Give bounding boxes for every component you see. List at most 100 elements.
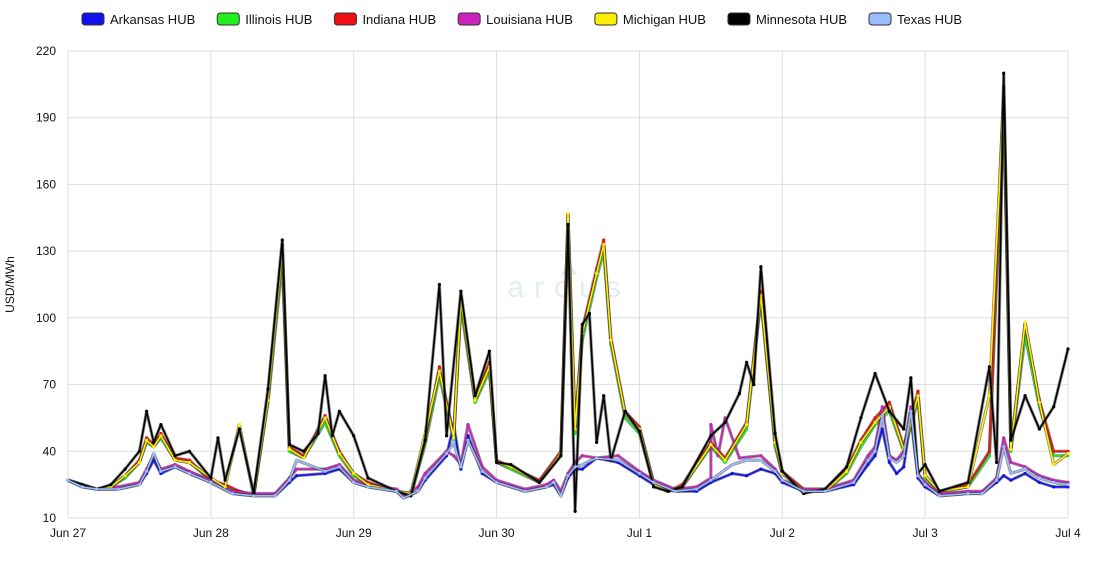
data-point xyxy=(616,454,620,458)
data-point xyxy=(137,483,141,487)
data-point xyxy=(287,447,291,451)
data-point xyxy=(95,487,99,491)
series-line xyxy=(67,72,1069,513)
data-point xyxy=(745,360,749,364)
data-point xyxy=(602,242,606,247)
data-point xyxy=(352,480,356,484)
data-point xyxy=(423,438,427,442)
legend-item-minnesota-hub[interactable]: Minnesota HUB xyxy=(727,12,847,27)
series-texas-hub xyxy=(66,409,1070,500)
legend-label: Michigan HUB xyxy=(623,12,706,27)
data-point xyxy=(423,471,427,476)
data-point xyxy=(137,449,141,453)
data-point xyxy=(159,431,163,436)
data-point xyxy=(302,456,306,460)
data-point xyxy=(709,434,713,438)
data-point xyxy=(923,463,927,467)
data-point xyxy=(873,449,877,453)
data-point xyxy=(873,420,877,424)
legend-swatch xyxy=(868,12,892,26)
legend-item-texas-hub[interactable]: Texas HUB xyxy=(868,12,962,27)
data-point xyxy=(1009,478,1013,482)
data-point xyxy=(752,383,756,387)
x-tick-label: Jun 29 xyxy=(336,526,372,540)
data-point xyxy=(137,460,141,464)
legend-label: Texas HUB xyxy=(897,12,962,27)
data-point xyxy=(637,429,642,433)
data-point xyxy=(145,409,149,413)
data-point xyxy=(159,423,163,427)
data-point xyxy=(852,480,856,484)
data-point xyxy=(152,445,156,449)
data-point xyxy=(109,483,113,487)
legend-item-arkansas-hub[interactable]: Arkansas HUB xyxy=(81,12,195,27)
data-point xyxy=(602,238,606,242)
data-point xyxy=(552,480,556,484)
data-point xyxy=(187,471,191,476)
data-point xyxy=(266,387,270,391)
data-point xyxy=(559,494,563,498)
data-point xyxy=(187,449,191,453)
data-point xyxy=(595,456,599,460)
data-point xyxy=(366,485,370,489)
legend-item-michigan-hub[interactable]: Michigan HUB xyxy=(594,12,706,27)
legend-swatch xyxy=(333,12,357,26)
legend-item-louisiana-hub[interactable]: Louisiana HUB xyxy=(457,12,573,27)
data-point xyxy=(695,487,699,491)
data-point xyxy=(966,491,970,496)
data-point xyxy=(1037,400,1041,404)
data-point xyxy=(745,423,749,427)
data-point xyxy=(980,491,984,496)
data-point xyxy=(216,436,220,440)
data-point xyxy=(459,465,463,469)
data-point xyxy=(966,480,970,484)
data-point xyxy=(602,394,606,398)
legend-swatch xyxy=(594,12,618,26)
data-point xyxy=(616,458,620,462)
data-point xyxy=(1066,451,1070,456)
data-point xyxy=(916,389,920,393)
data-point xyxy=(873,416,877,420)
data-point xyxy=(287,478,291,482)
y-tick-label: 190 xyxy=(36,111,56,125)
data-point xyxy=(987,449,992,453)
data-point xyxy=(1002,436,1006,440)
data-point xyxy=(466,438,470,442)
y-tick-label: 160 xyxy=(36,177,56,191)
data-point xyxy=(909,376,913,380)
legend-item-indiana-hub[interactable]: Indiana HUB xyxy=(333,12,436,27)
data-point xyxy=(337,465,341,469)
data-point xyxy=(916,394,920,398)
y-tick-label: 70 xyxy=(43,378,57,392)
data-point xyxy=(1009,447,1013,451)
data-point xyxy=(1023,467,1027,471)
legend-item-illinois-hub[interactable]: Illinois HUB xyxy=(216,12,312,27)
data-point xyxy=(323,416,327,420)
data-point xyxy=(1066,347,1070,351)
data-point xyxy=(737,456,742,460)
data-point xyxy=(987,365,992,369)
data-point xyxy=(580,467,584,471)
x-axis: Jun 27 Jun 28 Jun 29 Jun 30 Jul 1 Jul 2 Jul 3 J… xyxy=(50,526,1081,540)
data-point xyxy=(1002,71,1006,75)
data-point xyxy=(709,478,713,482)
data-point xyxy=(580,322,584,327)
data-point xyxy=(495,480,499,484)
data-point xyxy=(395,489,399,493)
data-point xyxy=(209,480,213,484)
data-point xyxy=(159,469,163,473)
data-point xyxy=(466,423,470,427)
data-point xyxy=(673,489,677,493)
data-point xyxy=(759,458,763,462)
data-point xyxy=(473,398,477,402)
data-point xyxy=(123,474,127,478)
data-point xyxy=(1037,480,1041,484)
data-point xyxy=(437,365,441,369)
data-point xyxy=(1052,405,1056,409)
data-point xyxy=(452,438,456,442)
data-point xyxy=(845,465,849,469)
data-point xyxy=(823,489,827,493)
data-point xyxy=(1052,449,1056,453)
data-point xyxy=(887,400,892,404)
